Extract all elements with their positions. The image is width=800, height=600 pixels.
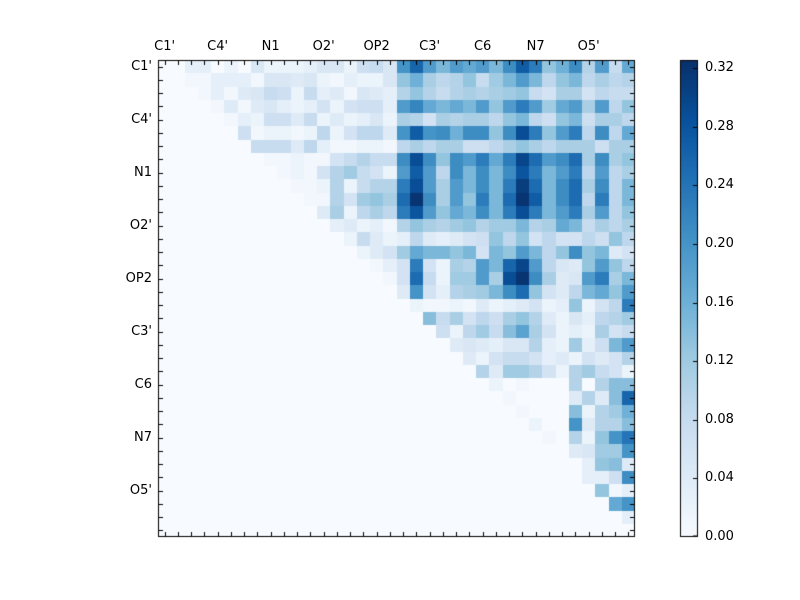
colorbar-tick-label-5: 0.20 [705,235,734,251]
colorbar-tick-label-6: 0.24 [705,177,734,193]
colorbar-tick-label-8: 0.32 [705,60,734,76]
y-tick-label-1: C4' [131,111,152,127]
x-tick-label-1: C4' [207,39,229,54]
y-tick-label-3: O2' [129,217,152,233]
colorbar-tick-label-1: 0.04 [705,470,734,486]
colorbar-tick-label-4: 0.16 [705,294,734,310]
x-tick-label-8: O5' [577,39,600,54]
y-tick-label-2: N1 [134,164,152,180]
colorbar-tick-label-0: 0.00 [705,529,734,544]
x-tick-label-6: C6 [473,39,492,54]
y-tick-label-4: OP2 [125,270,152,286]
y-tick-label-7: N7 [134,429,152,445]
colorbar-tick-label-2: 0.08 [705,411,734,427]
x-tick-label-3: O2' [312,39,335,54]
y-tick-label-8: O5' [129,482,152,498]
y-tick-label-0: C1' [131,58,152,74]
x-tick-label-4: OP2 [363,39,390,54]
x-tick-label-5: C3' [419,39,441,54]
x-tick-label-0: C1' [154,39,176,54]
y-tick-label-5: C3' [131,323,152,339]
colorbar-tick-label-7: 0.28 [705,118,734,134]
x-tick-label-7: N7 [526,39,545,54]
x-tick-label-2: N1 [261,39,280,54]
y-tick-label-6: C6 [134,376,152,392]
colorbar-tick-label-3: 0.12 [705,353,734,369]
